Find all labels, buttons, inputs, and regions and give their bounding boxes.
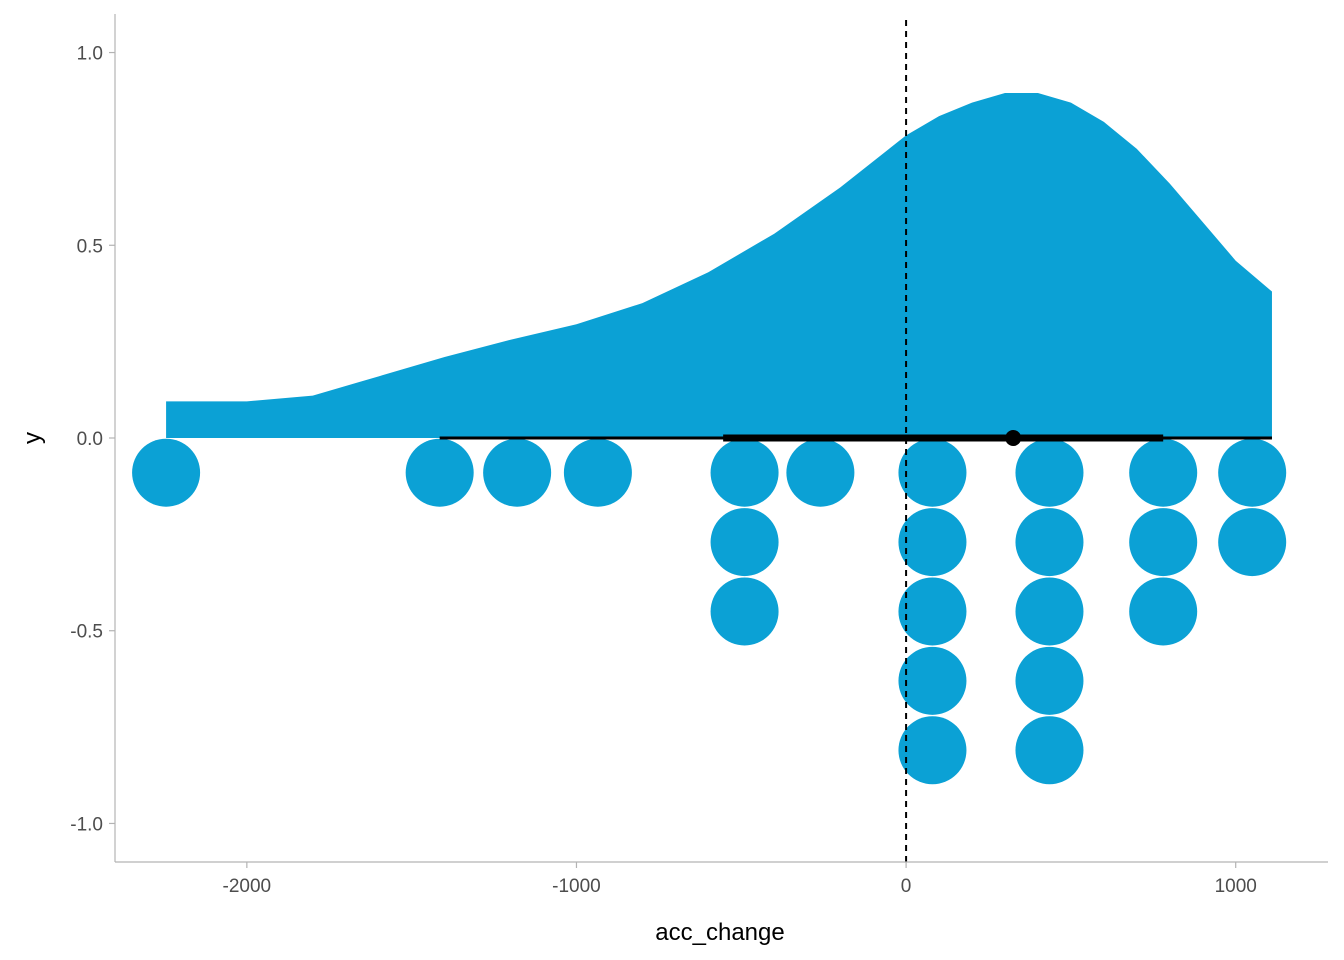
dots-layer (132, 438, 1287, 785)
x-tick-label: 1000 (1215, 876, 1257, 897)
dot (710, 577, 779, 646)
dot (1015, 438, 1084, 507)
y-tick-label: -0.5 (70, 622, 103, 643)
dot (1218, 438, 1287, 507)
y-tick-label: 0.0 (77, 429, 103, 450)
x-tick-label: 0 (901, 876, 912, 897)
dot (710, 508, 779, 577)
dot (898, 577, 967, 646)
dot (898, 438, 967, 507)
dot (898, 508, 967, 577)
dot (1129, 577, 1198, 646)
interval-point (1005, 430, 1022, 446)
density-layer (166, 93, 1272, 438)
density-slab (166, 93, 1272, 438)
x-tick-label: -2000 (223, 876, 272, 897)
y-tick-label: -1.0 (70, 814, 103, 835)
dot (563, 438, 632, 507)
x-tick-label: -1000 (552, 876, 601, 897)
dot (786, 438, 855, 507)
y-tick-label: 1.0 (77, 44, 103, 65)
dot (1015, 646, 1084, 715)
dot (1015, 577, 1084, 646)
dot (1129, 508, 1198, 577)
y-axis-title: y (19, 432, 46, 444)
dot (1015, 508, 1084, 577)
interval-layer (439, 430, 1272, 446)
y-tick-label: 0.5 (77, 236, 103, 257)
dot (710, 438, 779, 507)
axes-layer: -2000 -1000 0 1000 1.0 0.5 0.0 -0.5 -1.0 (70, 14, 1328, 897)
dot (132, 438, 201, 507)
dot (1218, 508, 1287, 577)
dot (898, 716, 967, 785)
dot (483, 438, 552, 507)
dot (1015, 716, 1084, 785)
dot (405, 438, 474, 507)
dot (1129, 438, 1198, 507)
x-axis-title: acc_change (655, 919, 784, 946)
dot (898, 646, 967, 715)
